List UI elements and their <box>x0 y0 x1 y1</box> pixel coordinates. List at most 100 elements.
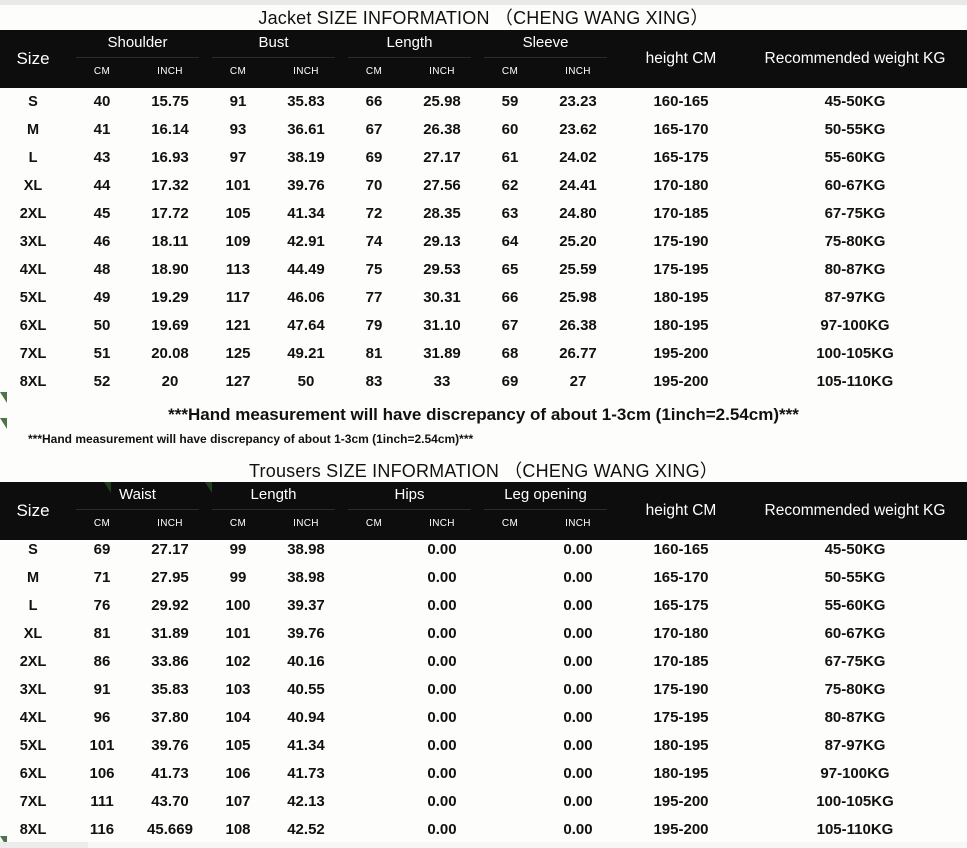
jacket-row-xl-length-cm: 70 <box>365 177 383 194</box>
trousers-row-4xl-leg-opening-inch: 0.00 <box>563 709 593 726</box>
trousers-row-8xl-hips-cm <box>340 816 408 844</box>
table-row: 2XL 45 17.72 105 41.34 72 28.35 63 24.80 170-185 6… <box>0 200 967 228</box>
jacket-row-5xl-sleeve-inch: 25.98 <box>559 289 597 306</box>
trousers-header-unit-length-inch: INCH <box>293 518 319 529</box>
trousers-table-title: Trousers SIZE INFORMATION （CHENG WANG XI… <box>249 461 718 481</box>
trousers-row-7xl-waist-cm: 111 <box>90 793 114 810</box>
trousers-row-4xl-length-cm: 104 <box>225 709 251 726</box>
jacket-row-5xl-height: 180-195 <box>653 289 709 306</box>
jacket-row-m-weight: 50-55KG <box>824 121 886 138</box>
jacket-row-3xl-shoulder-inch: 18.11 <box>151 233 189 250</box>
trousers-row-s-length-inch: 38.98 <box>287 541 325 558</box>
jacket-row-7xl-weight: 100-105KG <box>816 345 894 362</box>
trousers-table-body: S 69 27.17 99 38.98 0.00 0.00 160-165 45-50KG M 71… <box>0 536 967 844</box>
table-row: 5XL 101 39.76 105 41.34 0.00 0.00 180-195 87-97K… <box>0 732 967 760</box>
jacket-header-height: height CM <box>645 50 717 67</box>
jacket-row-4xl-bust-inch: 44.49 <box>287 261 325 278</box>
trousers-row-5xl-length-cm: 105 <box>225 737 251 754</box>
trousers-row-8xl-waist-inch: 45.669 <box>147 821 193 838</box>
table-row: 7XL 111 43.70 107 42.13 0.00 0.00 195-200 100-10… <box>0 788 967 816</box>
trousers-row-m-size: M <box>26 570 40 586</box>
jacket-header-unit-bust-cm: CM <box>229 66 247 77</box>
jacket-row-8xl-bust-cm: 127 <box>225 373 251 390</box>
jacket-row-xl-length-inch: 27.56 <box>423 177 461 194</box>
jacket-row-4xl-size: 4XL <box>19 262 47 278</box>
trousers-row-s-weight: 45-50KG <box>824 541 886 558</box>
jacket-row-xl-sleeve-cm: 62 <box>501 177 519 194</box>
table-row: M 71 27.95 99 38.98 0.00 0.00 165-170 50-55KG <box>0 564 967 592</box>
trousers-row-6xl-leg-opening-inch: 0.00 <box>563 765 593 782</box>
trousers-row-8xl-weight: 105-110KG <box>816 821 894 838</box>
jacket-row-6xl-length-inch: 31.10 <box>423 317 461 334</box>
jacket-row-2xl-shoulder-inch: 17.72 <box>151 205 189 222</box>
jacket-table-title: Jacket SIZE INFORMATION （CHENG WANG XING… <box>258 8 709 28</box>
trousers-row-m-hips-inch: 0.00 <box>427 569 457 586</box>
jacket-row-8xl-bust-inch: 50 <box>297 373 315 390</box>
jacket-row-4xl-weight: 80-87KG <box>824 261 886 278</box>
trousers-row-l-size: L <box>28 598 38 614</box>
jacket-row-l-length-inch: 27.17 <box>423 149 461 166</box>
jacket-row-xl-bust-cm: 101 <box>225 177 251 194</box>
jacket-row-2xl-weight: 67-75KG <box>824 205 886 222</box>
jacket-row-m-length-cm: 67 <box>365 121 383 138</box>
jacket-row-3xl-sleeve-cm: 64 <box>501 233 519 250</box>
jacket-row-6xl-size: 6XL <box>19 318 47 334</box>
jacket-row-5xl-weight: 87-97KG <box>824 289 886 306</box>
trousers-header-size: Size <box>16 501 50 520</box>
trousers-row-xl-weight: 60-67KG <box>824 625 886 642</box>
trousers-row-3xl-height: 175-190 <box>653 681 709 698</box>
top-edge-strip <box>0 0 967 5</box>
trousers-header-unit-waist-cm: CM <box>93 518 111 529</box>
jacket-row-4xl-height: 175-195 <box>653 261 709 278</box>
jacket-row-7xl-length-inch: 31.89 <box>423 345 461 362</box>
trousers-header-unit-leg-opening-cm: CM <box>501 518 519 529</box>
jacket-row-xl-size: XL <box>23 178 43 194</box>
jacket-row-s-length-cm: 66 <box>365 93 383 110</box>
jacket-row-s-bust-inch: 35.83 <box>287 93 325 110</box>
trousers-header-unit-leg-opening-inch: INCH <box>565 518 591 529</box>
trousers-header-height: height CM <box>645 502 717 519</box>
table-row: M 41 16.14 93 36.61 67 26.38 60 23.62 165-170 50-5… <box>0 116 967 144</box>
trousers-row-8xl-leg-opening-inch: 0.00 <box>563 821 593 838</box>
trousers-row-2xl-height: 170-185 <box>653 653 709 670</box>
jacket-row-xl-shoulder-inch: 17.32 <box>151 177 189 194</box>
trousers-row-3xl-weight: 75-80KG <box>824 681 886 698</box>
trousers-row-m-leg-opening-cm <box>476 564 544 592</box>
trousers-row-7xl-leg-opening-cm <box>476 788 544 816</box>
jacket-row-5xl-shoulder-inch: 19.29 <box>151 289 189 306</box>
jacket-row-xl-shoulder-cm: 44 <box>93 177 111 194</box>
trousers-row-4xl-waist-cm: 96 <box>93 709 111 726</box>
trousers-row-2xl-hips-cm <box>340 648 408 676</box>
jacket-row-m-bust-inch: 36.61 <box>287 121 325 138</box>
jacket-row-4xl-bust-cm: 113 <box>225 261 251 278</box>
jacket-header-group-rule <box>76 57 199 58</box>
trousers-header-group-rule <box>484 509 607 510</box>
table-row: 8XL 116 45.669 108 42.52 0.00 0.00 195-200 105-1… <box>0 816 967 844</box>
trousers-row-8xl-hips-inch: 0.00 <box>427 821 457 838</box>
jacket-row-l-length-cm: 69 <box>365 149 383 166</box>
jacket-row-7xl-bust-cm: 125 <box>225 345 251 362</box>
jacket-row-s-sleeve-inch: 23.23 <box>559 93 597 110</box>
jacket-row-2xl-shoulder-cm: 45 <box>93 205 111 222</box>
jacket-row-7xl-shoulder-inch: 20.08 <box>151 345 189 362</box>
table-row: XL 44 17.32 101 39.76 70 27.56 62 24.41 170-180 60… <box>0 172 967 200</box>
trousers-row-5xl-length-inch: 41.34 <box>287 737 325 754</box>
trousers-row-5xl-size: 5XL <box>19 738 47 754</box>
trousers-row-6xl-size: 6XL <box>19 766 47 782</box>
bottom-edge-strip <box>0 842 967 848</box>
jacket-row-l-height: 165-175 <box>653 149 709 166</box>
trousers-row-6xl-waist-inch: 41.73 <box>151 765 189 782</box>
trousers-row-xl-height: 170-180 <box>653 625 709 642</box>
jacket-row-3xl-bust-cm: 109 <box>225 233 251 250</box>
trousers-row-7xl-length-inch: 42.13 <box>287 793 325 810</box>
trousers-row-3xl-hips-inch: 0.00 <box>427 681 457 698</box>
trousers-row-l-leg-opening-inch: 0.00 <box>563 597 593 614</box>
trousers-row-2xl-weight: 67-75KG <box>824 653 886 670</box>
trousers-row-m-waist-inch: 27.95 <box>151 569 189 586</box>
artifact-mark <box>104 482 111 493</box>
jacket-row-s-length-inch: 25.98 <box>423 93 461 110</box>
trousers-row-5xl-height: 180-195 <box>653 737 709 754</box>
jacket-row-3xl-weight: 75-80KG <box>824 233 886 250</box>
jacket-row-l-sleeve-inch: 24.02 <box>559 149 597 166</box>
jacket-row-7xl-sleeve-cm: 68 <box>501 345 519 362</box>
